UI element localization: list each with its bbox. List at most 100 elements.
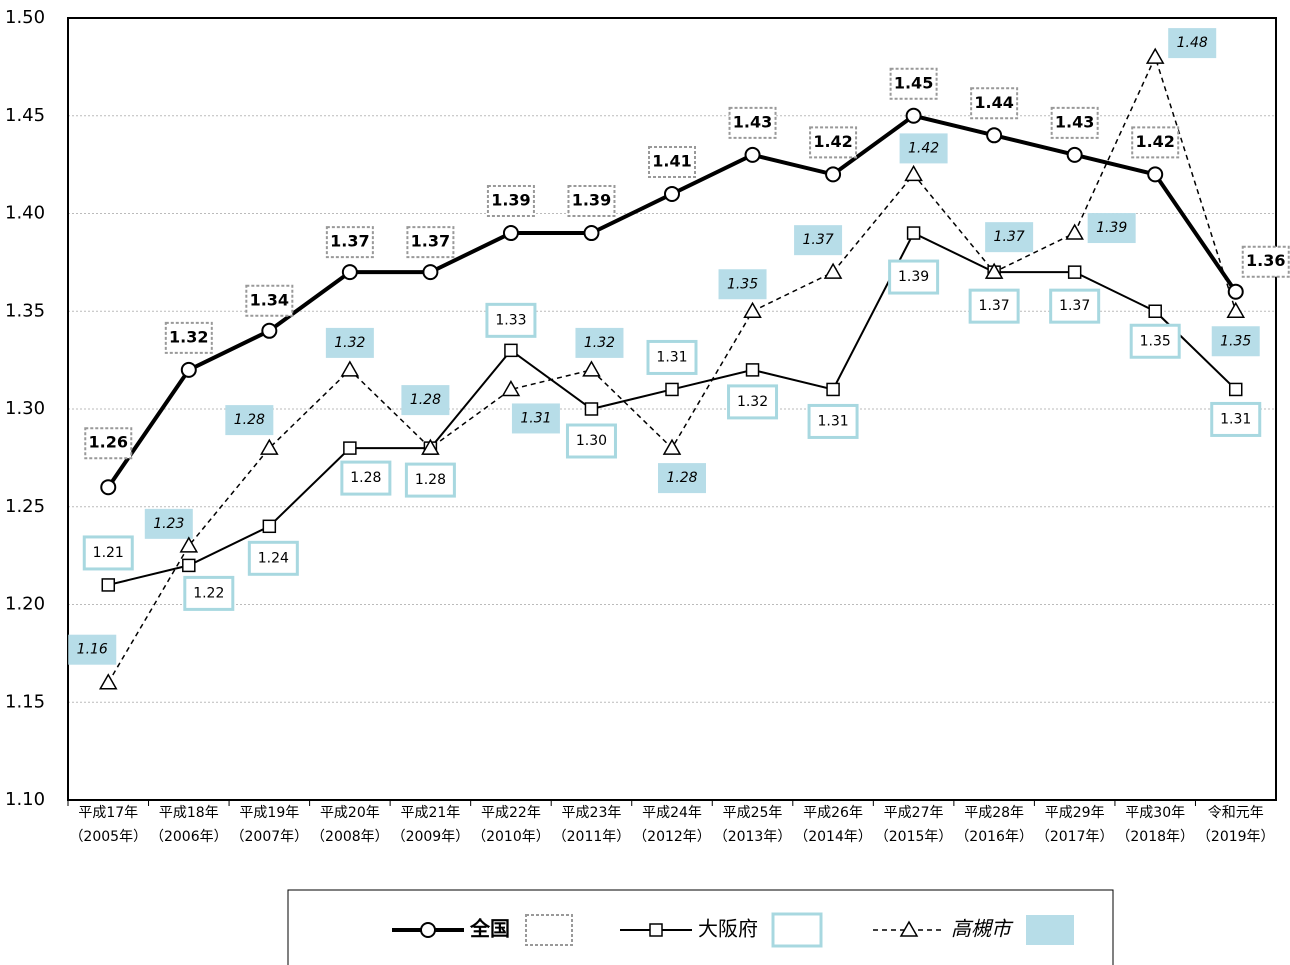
data-point (260, 438, 279, 455)
value-label-box (1087, 213, 1136, 244)
x-tick-label: 平成26年 (803, 805, 863, 821)
y-tick-label: 1.30 (5, 398, 45, 419)
x-tick-label: 平成20年 (320, 805, 380, 821)
value-label: 1.28 (234, 412, 265, 428)
data-point (1227, 283, 1244, 300)
value-label: 1.37 (802, 232, 833, 248)
value-label-box (807, 403, 859, 439)
y-tick-label: 1.25 (5, 496, 45, 517)
value-label: 1.26 (89, 433, 128, 452)
value-label-box (404, 462, 456, 498)
data-point (905, 107, 922, 124)
value-label-box (727, 384, 779, 420)
value-label: 1.28 (350, 470, 381, 486)
value-label-box (164, 321, 213, 354)
y-tick-label: 1.20 (5, 594, 45, 615)
data-point (986, 127, 1003, 144)
value-label-box (1050, 106, 1099, 139)
x-tick-label: 平成21年 (400, 805, 460, 821)
value-label: 1.28 (666, 470, 697, 486)
x-tick-label: 平成17年 (78, 805, 138, 821)
x-tick-label: 令和元年 (1208, 805, 1264, 821)
data-point (501, 379, 521, 397)
data-point (1067, 265, 1082, 279)
x-tick-label: 平成25年 (723, 805, 783, 821)
value-label-box (646, 339, 698, 375)
value-label-box (1168, 28, 1217, 59)
value-label-box (575, 327, 624, 358)
data-point (421, 438, 440, 455)
value-label-box (1131, 126, 1180, 159)
value-label-box (225, 405, 274, 436)
x-tick-label: （2008年） (311, 829, 389, 845)
value-label: 1.28 (415, 472, 446, 488)
data-point (101, 578, 116, 592)
x-tick-label: （2006年） (150, 829, 228, 845)
value-label: 1.16 (77, 642, 108, 658)
data-point (100, 479, 117, 496)
plot-frame (67, 17, 1277, 801)
value-label: 1.45 (894, 73, 933, 92)
value-label-box (565, 423, 617, 459)
data-point (179, 536, 199, 553)
x-tick-label: （2016年） (955, 829, 1033, 845)
value-label: 1.39 (572, 191, 611, 210)
y-tick-label: 1.35 (5, 300, 45, 321)
x-tick-label: （2017年） (1036, 829, 1114, 845)
data-point (180, 361, 197, 378)
value-label: 1.32 (334, 335, 365, 351)
data-point (906, 226, 921, 240)
data-point (1065, 223, 1084, 240)
data-point (341, 264, 358, 281)
y-tick-label: 1.40 (5, 203, 45, 224)
data-point (1066, 146, 1083, 163)
value-label-box (970, 87, 1019, 120)
data-point (504, 343, 518, 358)
value-label: 1.31 (520, 410, 551, 426)
legend-box (525, 914, 573, 946)
value-label-box (899, 133, 948, 164)
data-point (826, 382, 840, 397)
value-label: 1.42 (1135, 132, 1174, 151)
x-tick-label: 平成18年 (159, 805, 219, 821)
data-point (1228, 382, 1243, 397)
data-point (1147, 166, 1164, 183)
value-label: 1.23 (153, 516, 184, 532)
value-label: 1.31 (656, 349, 687, 365)
value-label: 1.24 (258, 550, 289, 566)
data-point (422, 264, 439, 281)
value-label-box (325, 327, 374, 358)
value-label: 1.42 (908, 140, 939, 156)
data-point (745, 363, 760, 377)
x-tick-label: 平成28年 (964, 805, 1024, 821)
value-label: 1.30 (576, 433, 607, 449)
value-label-box (1129, 323, 1181, 359)
legend-marker (649, 923, 663, 937)
value-label: 1.48 (1177, 35, 1208, 51)
value-label-box (401, 385, 450, 416)
data-point (583, 225, 600, 242)
y-tick-label: 1.45 (5, 105, 45, 126)
data-point (744, 146, 761, 163)
data-point (98, 673, 118, 690)
data-point (182, 558, 196, 573)
data-point (262, 519, 277, 534)
value-label-box (485, 302, 537, 338)
x-tick-label: 平成27年 (884, 805, 944, 821)
value-label-box (648, 145, 696, 178)
value-label-box (1049, 288, 1101, 324)
value-label-box (985, 222, 1034, 253)
data-point (1148, 304, 1162, 318)
value-label: 1.37 (330, 232, 369, 251)
value-label: 1.39 (491, 191, 530, 210)
value-label: 1.35 (727, 276, 758, 292)
data-point (825, 166, 842, 183)
data-point (343, 441, 357, 455)
data-point (340, 360, 360, 377)
data-point (665, 382, 679, 397)
x-tick-label: （2019年） (1197, 829, 1275, 845)
value-label-box (82, 535, 134, 571)
value-label: 1.36 (1246, 251, 1285, 270)
x-tick-label: （2018年） (1116, 829, 1194, 845)
